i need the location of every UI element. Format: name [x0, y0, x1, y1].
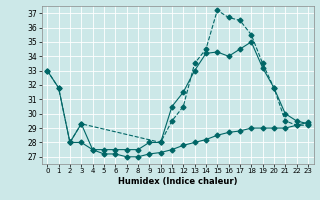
- X-axis label: Humidex (Indice chaleur): Humidex (Indice chaleur): [118, 177, 237, 186]
